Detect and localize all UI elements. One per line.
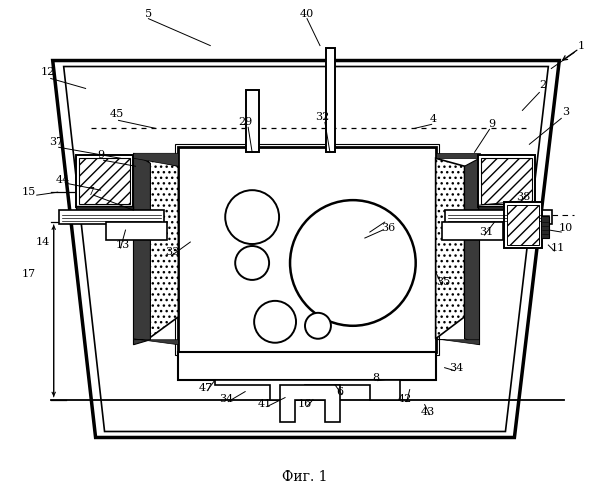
Bar xyxy=(508,205,540,245)
Text: 11: 11 xyxy=(550,243,565,253)
Text: 14: 14 xyxy=(35,237,50,247)
Text: 12: 12 xyxy=(40,68,55,78)
Text: 3: 3 xyxy=(562,108,569,118)
Text: 9: 9 xyxy=(488,120,495,130)
Text: 31: 31 xyxy=(480,227,494,237)
Text: 35: 35 xyxy=(436,277,451,287)
Polygon shape xyxy=(133,154,178,166)
Bar xyxy=(480,158,532,204)
Bar xyxy=(326,48,335,152)
Text: 38: 38 xyxy=(516,192,530,202)
Text: 8: 8 xyxy=(372,372,379,382)
Text: 2: 2 xyxy=(539,80,546,90)
Bar xyxy=(541,216,549,238)
Bar xyxy=(445,210,552,224)
Text: 41: 41 xyxy=(258,398,273,408)
Text: 13: 13 xyxy=(115,240,130,250)
Text: 5: 5 xyxy=(145,8,152,18)
Bar xyxy=(178,352,436,380)
Bar xyxy=(505,202,543,248)
Bar xyxy=(478,206,535,222)
Text: 47: 47 xyxy=(198,382,213,392)
Text: 37: 37 xyxy=(49,138,63,147)
Polygon shape xyxy=(436,154,480,158)
Polygon shape xyxy=(133,339,178,344)
Circle shape xyxy=(254,301,296,343)
Text: 7: 7 xyxy=(87,187,94,197)
Text: 45: 45 xyxy=(109,110,123,120)
Text: 10: 10 xyxy=(558,223,573,233)
Circle shape xyxy=(235,246,269,280)
Polygon shape xyxy=(280,384,340,422)
Circle shape xyxy=(290,200,415,326)
Circle shape xyxy=(305,313,331,339)
Text: Фиг. 1: Фиг. 1 xyxy=(282,470,327,484)
Text: 4: 4 xyxy=(430,114,437,124)
Text: 32: 32 xyxy=(315,112,329,122)
Bar xyxy=(175,144,439,354)
Text: 17: 17 xyxy=(22,269,36,279)
Bar xyxy=(76,206,133,222)
Text: 9: 9 xyxy=(97,150,104,160)
Bar xyxy=(79,158,131,204)
Polygon shape xyxy=(436,339,480,344)
Text: 36: 36 xyxy=(381,223,395,233)
Text: 34: 34 xyxy=(450,362,464,372)
Text: 34: 34 xyxy=(219,394,233,404)
Polygon shape xyxy=(148,158,178,339)
Polygon shape xyxy=(53,60,559,438)
Polygon shape xyxy=(436,158,464,339)
Text: 43: 43 xyxy=(420,406,435,416)
Text: 40: 40 xyxy=(300,8,314,18)
Polygon shape xyxy=(464,158,480,344)
Text: 15: 15 xyxy=(21,187,36,197)
Bar xyxy=(59,210,164,224)
Text: 16: 16 xyxy=(298,398,312,408)
Text: 42: 42 xyxy=(398,394,412,404)
Text: 6: 6 xyxy=(336,386,343,396)
Bar xyxy=(106,222,167,240)
Text: 29: 29 xyxy=(238,118,252,128)
Bar xyxy=(246,90,259,152)
Polygon shape xyxy=(215,380,400,400)
Text: 1: 1 xyxy=(577,40,585,50)
Bar xyxy=(178,148,436,352)
Bar xyxy=(478,156,535,207)
Text: 44: 44 xyxy=(56,175,70,185)
Text: 33: 33 xyxy=(165,247,180,257)
Bar xyxy=(442,222,503,240)
Circle shape xyxy=(225,190,279,244)
Bar xyxy=(76,156,133,207)
Polygon shape xyxy=(133,154,150,344)
